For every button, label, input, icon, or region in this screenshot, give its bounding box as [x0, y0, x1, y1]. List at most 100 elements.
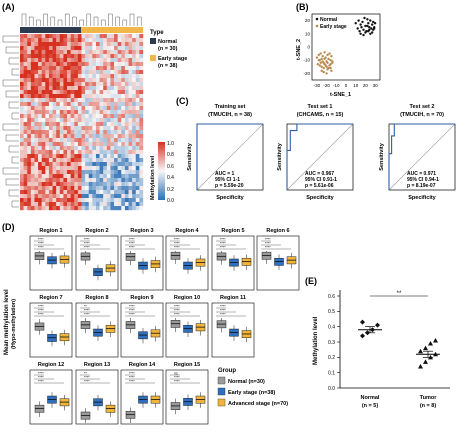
heatmap-cell — [103, 74, 108, 79]
heatmap-cell — [45, 46, 50, 51]
heatmap-cell — [92, 162, 97, 167]
heatmap-cell — [20, 82, 24, 87]
type-legend-title: Type — [150, 30, 164, 36]
heatmap-cell — [63, 122, 68, 127]
heatmap-cell — [85, 114, 89, 119]
heatmap-cell — [41, 118, 46, 123]
dendrogram-branch — [115, 16, 120, 26]
heatmap-cell — [124, 38, 129, 43]
heatmap-cell — [74, 170, 79, 175]
heatmap-cell — [114, 134, 118, 139]
heatmap-cell — [106, 78, 111, 83]
heatmap-cell — [132, 162, 136, 167]
heatmap-cell — [45, 54, 50, 59]
heatmap-cell — [48, 190, 53, 195]
heatmap-cell — [121, 122, 126, 127]
heatmap-cell — [95, 158, 100, 163]
heatmap-cell — [45, 38, 50, 43]
heatmap-cell — [103, 142, 108, 147]
dendrogram-branch — [5, 134, 19, 142]
heatmap-cell — [85, 50, 89, 55]
heatmap-cell — [23, 134, 28, 139]
heatmap-cell — [27, 34, 32, 39]
heatmap-cell — [20, 78, 24, 83]
heatmap-cell — [117, 166, 122, 171]
heatmap-cell — [139, 46, 144, 51]
type-legend-early-swatch — [150, 55, 156, 61]
tsne-point — [354, 22, 357, 25]
heatmap-cell — [128, 34, 133, 39]
heatmap-cell — [92, 54, 97, 59]
heatmap-cell — [27, 190, 32, 195]
e-dots — [358, 319, 440, 369]
heatmap-cell — [38, 122, 42, 127]
heatmap-cell — [45, 202, 50, 207]
heatmap-cell — [132, 126, 136, 131]
heatmap-cell — [99, 122, 104, 127]
heatmap-cell — [63, 198, 68, 203]
tsne-points — [315, 16, 377, 75]
heatmap-cell — [99, 62, 104, 67]
heatmap-cell — [103, 198, 108, 203]
region-sig-label: **** — [38, 372, 44, 376]
heatmap-cell — [95, 46, 100, 51]
heatmap-cell — [95, 78, 100, 83]
heatmap-cell — [85, 58, 89, 63]
heatmap-cell — [34, 74, 39, 79]
heatmap-cell — [77, 50, 82, 55]
heatmap-cell — [27, 50, 32, 55]
heatmap-cell — [38, 162, 42, 167]
heatmap-cell — [124, 166, 129, 171]
heatmap-cell — [110, 74, 115, 79]
tsne-x-tick: 10 — [353, 83, 359, 88]
heatmap-cell — [77, 126, 82, 131]
roc-p: p = 5.59e-20 — [215, 183, 244, 189]
heatmap-cell — [38, 90, 42, 95]
heatmap-cell — [124, 142, 129, 147]
heatmap-cell — [56, 174, 60, 179]
heatmap-cell — [117, 146, 122, 151]
heatmap-cell — [63, 202, 68, 207]
heatmap-cell — [63, 158, 68, 163]
heatmap-cell — [59, 66, 64, 71]
heatmap-cell — [114, 86, 118, 91]
tsne-point — [373, 22, 377, 25]
heatmap-cell — [59, 74, 64, 79]
heatmap-cell — [139, 74, 144, 79]
heatmap-cell — [59, 78, 64, 83]
heatmap-cell — [139, 78, 144, 83]
dendrogram-branch — [8, 189, 19, 197]
heatmap-cell — [128, 134, 133, 139]
heatmap-cell — [88, 198, 93, 203]
heatmap-cell — [85, 106, 89, 111]
heatmap-cell — [77, 194, 82, 199]
heatmap-cell — [128, 110, 133, 115]
heatmap-cell — [27, 162, 32, 167]
heatmap-cell — [114, 74, 118, 79]
heatmap-cell — [30, 94, 35, 99]
heatmap-cell — [103, 118, 108, 123]
heatmap-cell — [45, 102, 50, 107]
heatmap-cell — [20, 46, 24, 51]
heatmap-cell — [103, 194, 108, 199]
heatmap-cell — [27, 186, 32, 191]
heatmap-cell — [27, 166, 32, 171]
heatmap-cell — [77, 154, 82, 159]
heatmap-cell — [114, 62, 118, 67]
heatmap-cell — [45, 146, 50, 151]
heatmap-cell — [117, 198, 122, 203]
region-boxplot-grid: Region 1************Region 2************… — [29, 228, 300, 425]
heatmap-cell — [132, 90, 136, 95]
e-dot-tumor — [423, 359, 428, 364]
heatmap-cell — [128, 138, 133, 143]
heatmap-cell — [114, 38, 118, 43]
heatmap-cell — [85, 206, 89, 211]
heatmap-cell — [106, 54, 111, 59]
heatmap-cell — [63, 78, 68, 83]
region-title: Region 9 — [130, 295, 153, 301]
heatmap-cell — [67, 202, 71, 207]
heatmap-cell — [114, 58, 118, 63]
heatmap-cell — [92, 66, 97, 71]
heatmap-cell — [95, 70, 100, 75]
heatmap-cell — [139, 122, 144, 127]
